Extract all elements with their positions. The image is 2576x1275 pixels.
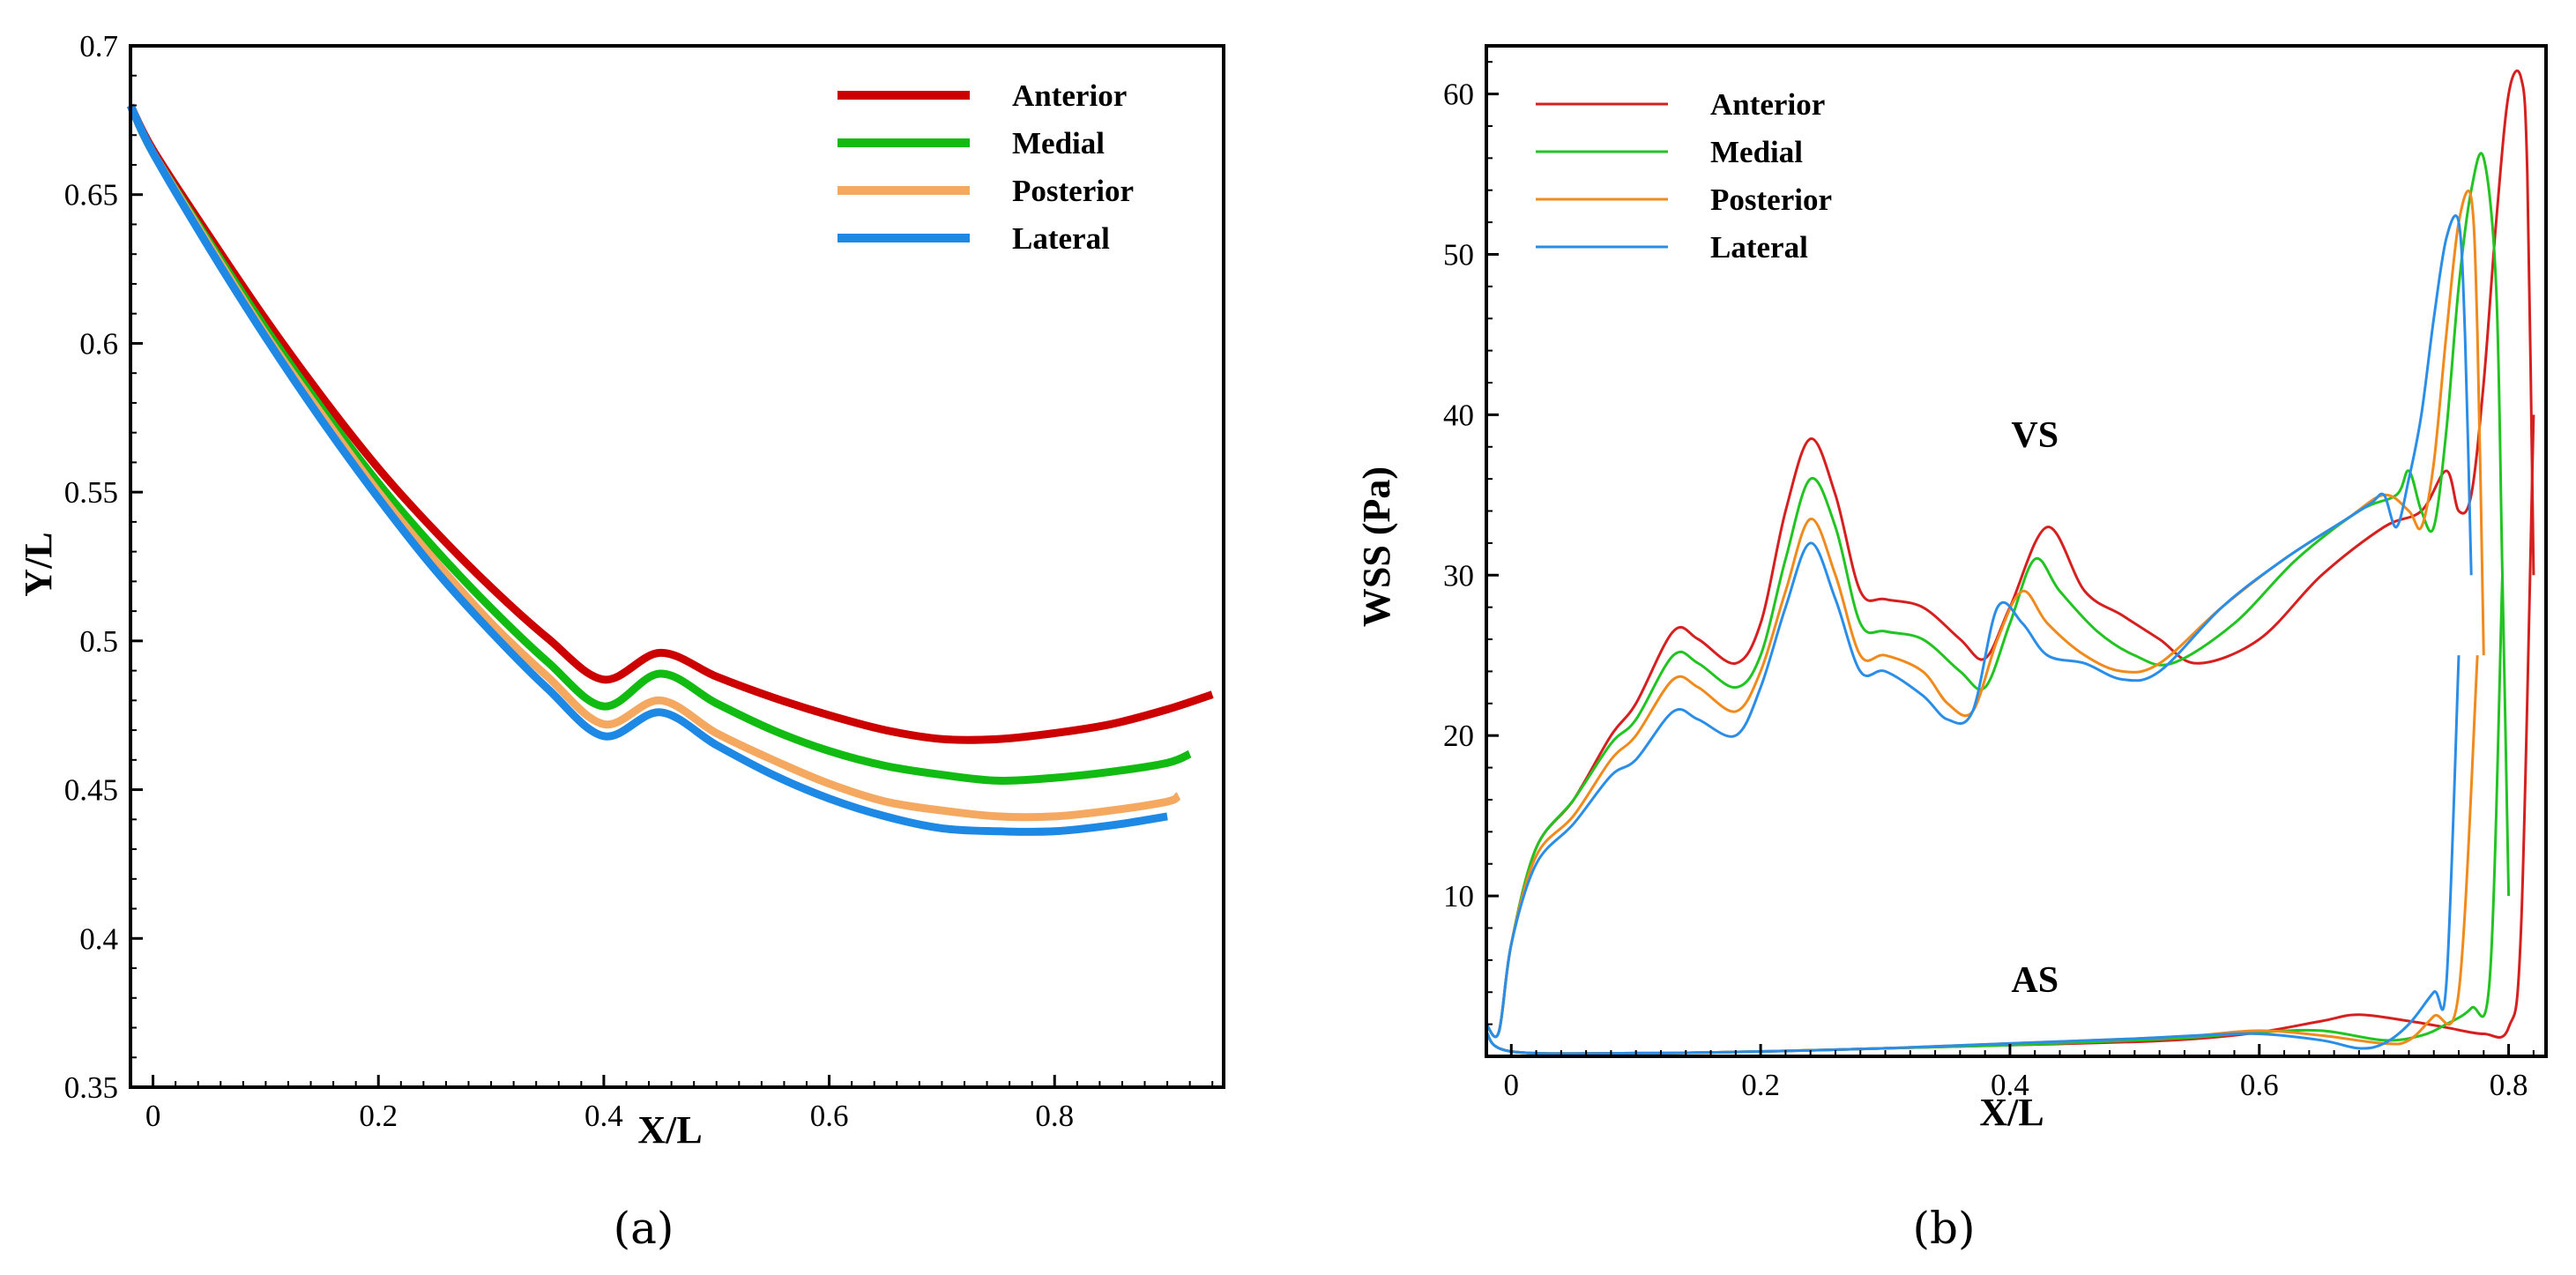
- panel-b-series-group: [1485, 69, 2535, 1055]
- panel-a-legend-label-posterior: Posterior: [1012, 174, 1134, 208]
- panel-b-annotation-vs: VS: [2011, 415, 2059, 456]
- panel-b-y-tick-label: 40: [1443, 398, 1474, 432]
- panel-b-y-axis-title: WSS (Pa): [1355, 466, 1398, 627]
- panel-a-x-tick-label: 0.8: [1035, 1099, 1074, 1133]
- panel-b-series-line-posterior-as: [1485, 655, 2479, 1055]
- panel-b-chart: 0 0.2 0.4 0.6 0.8 10 20 30 40 50 60 Anterior Medial…: [1355, 44, 2548, 1254]
- panel-a-caption: (a): [614, 1203, 674, 1254]
- panel-a-series-line-lateral: [126, 103, 1168, 836]
- panel-a-y-tick-label: 0.45: [64, 773, 118, 808]
- panel-a-y-tick-label: 0.4: [79, 921, 118, 956]
- panel-b-y-tick-label: 10: [1443, 879, 1474, 913]
- panel-b-y-tick-label: 20: [1443, 719, 1474, 753]
- panel-b-series-line-anterior: [1485, 69, 2535, 1039]
- panel-a-y-tick-label: 0.7: [79, 29, 118, 63]
- panel-a-x-tick-label: 0.2: [359, 1099, 398, 1133]
- panel-a-y-tick-label: 0.6: [79, 326, 118, 361]
- panel-b-legend-label-medial: Medial: [1710, 135, 1803, 169]
- panel-b-x-tick-label: 0.6: [2240, 1068, 2279, 1102]
- panel-a-x-tick-label: 0.4: [584, 1099, 623, 1133]
- panel-a-legend-label-medial: Medial: [1012, 126, 1105, 160]
- panel-a-y-tick-label: 0.35: [64, 1070, 118, 1105]
- panel-a-chart: 0 0.2 0.4 0.6 0.8 0.35 0.4 0.45 0.5 0.55 0.6 0.65 0.…: [17, 29, 1225, 1254]
- panel-b-x-axis-title: X/L: [1979, 1091, 2044, 1134]
- panel-a-plot-frame: [129, 44, 1225, 1089]
- panel-a-ticks: 0 0.2 0.4 0.6 0.8 0.35 0.4 0.45 0.5 0.55 0.6 0.65 0.…: [64, 29, 1214, 1133]
- panel-b-y-tick-label: 30: [1443, 558, 1474, 593]
- panel-b-caption: (b): [1912, 1203, 1975, 1254]
- panel-a-legend-label-anterior: Anterior: [1012, 78, 1127, 113]
- panel-a-series-group: [126, 103, 1214, 836]
- panel-b-legend-label-posterior: Posterior: [1710, 183, 1832, 217]
- panel-a-x-axis-title: X/L: [637, 1108, 702, 1152]
- panel-b-plot-frame: [1485, 44, 2548, 1058]
- panel-b-x-tick-label: 0.8: [2490, 1068, 2528, 1102]
- panel-b-x-tick-label: 0.4: [1991, 1068, 2029, 1102]
- panel-b-x-tick-label: 0: [1504, 1068, 1520, 1102]
- panel-b-ticks: 0 0.2 0.4 0.6 0.8 10 20 30 40 50 60: [1443, 61, 2535, 1102]
- panel-a-legend-label-lateral: Lateral: [1012, 221, 1110, 256]
- panel-a-legend: Anterior Medial Posterior Lateral: [838, 78, 1134, 256]
- panel-a-y-tick-label: 0.55: [64, 475, 118, 510]
- panel-b-y-tick-label: 60: [1443, 78, 1474, 112]
- panel-b-annotations: VS AS: [2011, 415, 2059, 1001]
- panel-b-annotation-as: AS: [2011, 960, 2059, 1001]
- panel-b-y-tick-label: 50: [1443, 237, 1474, 272]
- panel-b-series-line-posterior: [1485, 190, 2485, 1039]
- panel-a-y-tick-label: 0.5: [79, 624, 118, 659]
- panel-a-y-tick-label: 0.65: [64, 178, 118, 212]
- panel-b-series-line-medial: [1485, 152, 2511, 1039]
- panel-b-series-line-lateral-as: [1485, 655, 2461, 1055]
- panel-b-legend: Anterior Medial Posterior Lateral: [1536, 87, 1832, 265]
- panel-b-series-line-anterior-as: [1485, 414, 2535, 1055]
- panel-b-x-tick-label: 0.2: [1741, 1068, 1780, 1102]
- panel-a-y-axis-title: Y/L: [17, 532, 60, 596]
- panel-a-x-tick-label: 0.6: [810, 1099, 849, 1133]
- panel-b-legend-label-lateral: Lateral: [1710, 230, 1808, 265]
- panel-b-series-line-lateral: [1485, 214, 2473, 1039]
- panel-a-x-tick-label: 0: [145, 1099, 161, 1133]
- panel-b-legend-label-anterior: Anterior: [1710, 87, 1825, 122]
- panel-a-series-line-anterior: [126, 103, 1214, 744]
